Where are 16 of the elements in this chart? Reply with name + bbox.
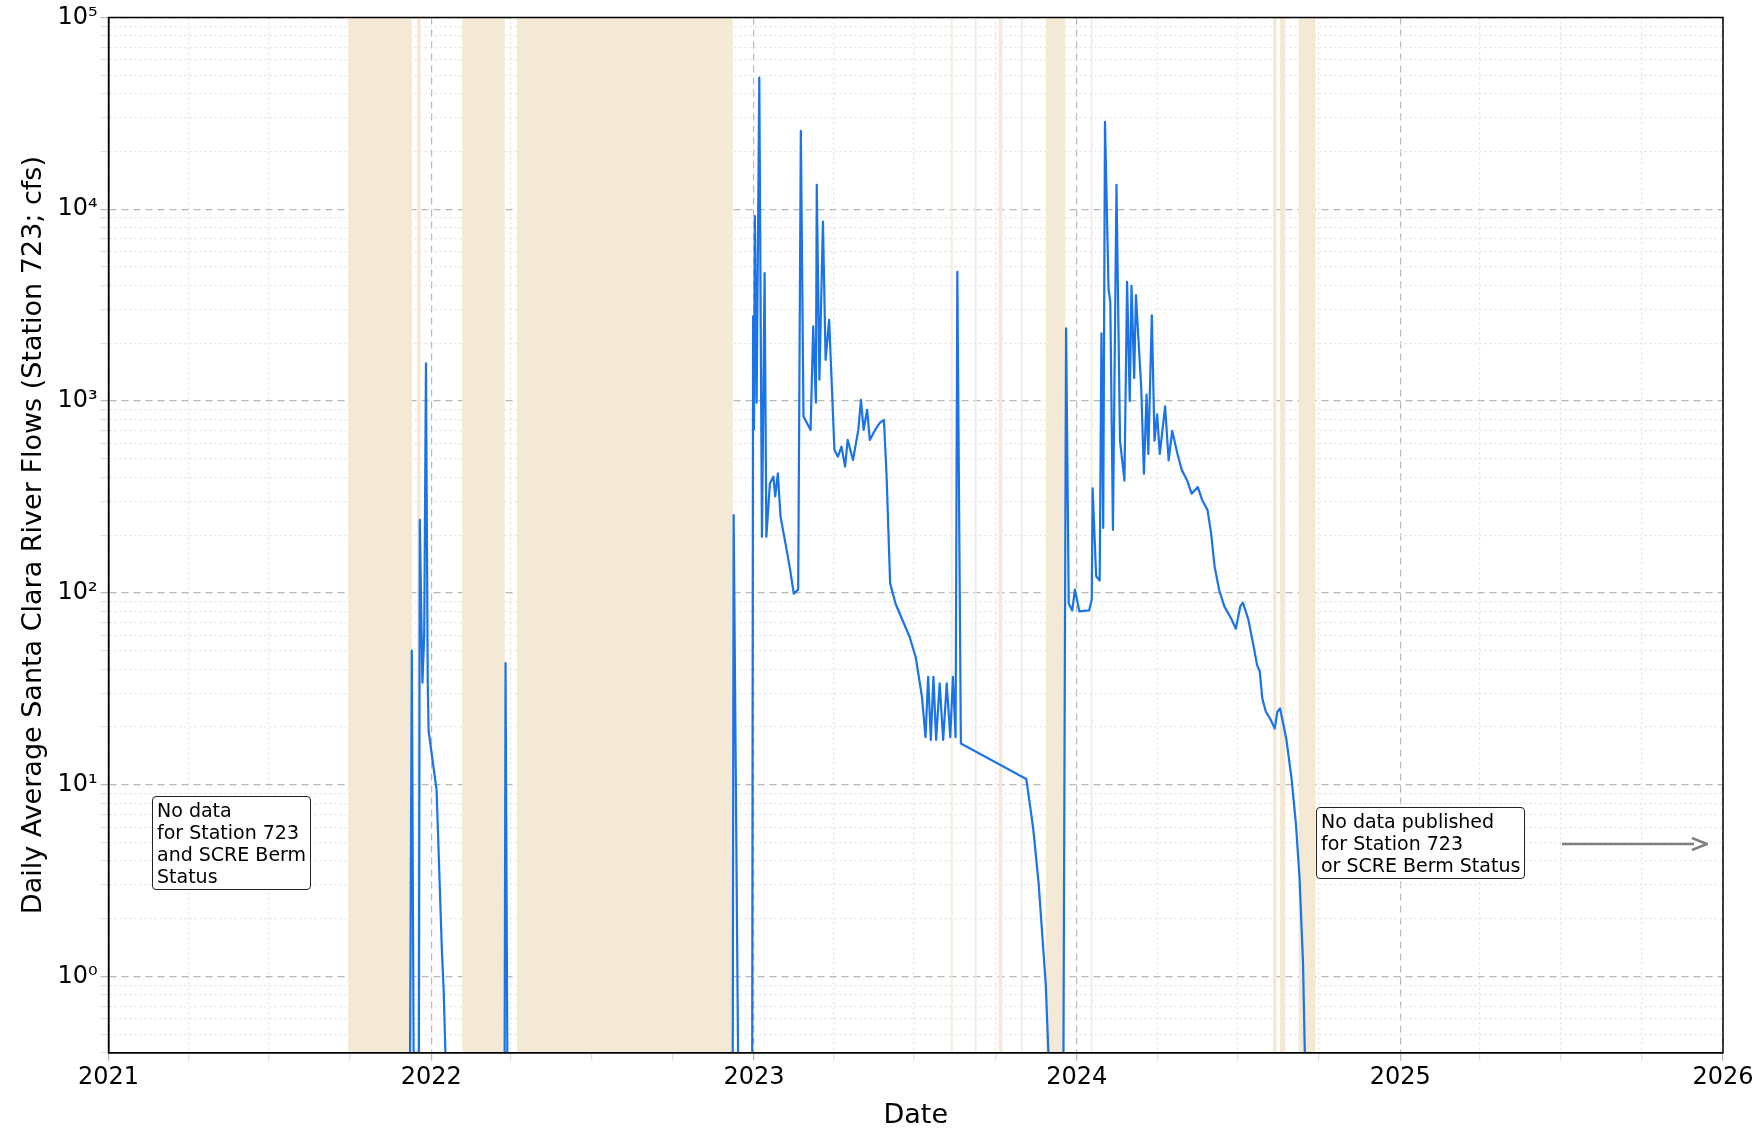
x-axis-title: Date (883, 1097, 949, 1129)
y-tick-label: 10⁰ (57, 960, 98, 989)
x-tick-label: 2023 (723, 1062, 785, 1091)
x-tick-label: 2021 (78, 1062, 140, 1091)
x-tick-label: 2024 (1046, 1062, 1108, 1091)
y-tick-label: 10¹ (57, 768, 98, 797)
annotation: No data for Station 723 and SCRE Berm Status (152, 796, 312, 890)
y-axis-title: Daily Average Santa Clara River Flows (Station 723; cfs) (16, 156, 48, 915)
y-tick-label: 10⁴ (57, 193, 98, 222)
y-tick-label: 10⁵ (57, 1, 98, 30)
x-tick-label: 2022 (400, 1062, 462, 1091)
x-tick-label: 2026 (1692, 1062, 1754, 1091)
y-tick-label: 10² (57, 577, 98, 606)
y-tick-label: 10³ (57, 385, 98, 414)
x-tick-label: 2025 (1369, 1062, 1431, 1091)
annotation: No data published for Station 723 or SCRE Berm Status (1316, 807, 1526, 879)
